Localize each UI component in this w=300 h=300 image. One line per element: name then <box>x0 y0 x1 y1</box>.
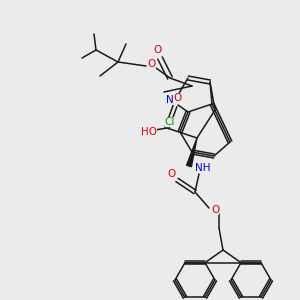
Text: N: N <box>166 95 174 105</box>
Text: O: O <box>167 169 175 179</box>
Text: O: O <box>173 93 181 103</box>
Text: O: O <box>148 59 156 69</box>
Text: O: O <box>211 205 219 215</box>
Text: O: O <box>154 45 162 55</box>
Text: NH: NH <box>195 163 211 173</box>
Polygon shape <box>187 138 197 167</box>
Text: HO: HO <box>141 127 157 137</box>
Text: Cl: Cl <box>165 117 175 127</box>
